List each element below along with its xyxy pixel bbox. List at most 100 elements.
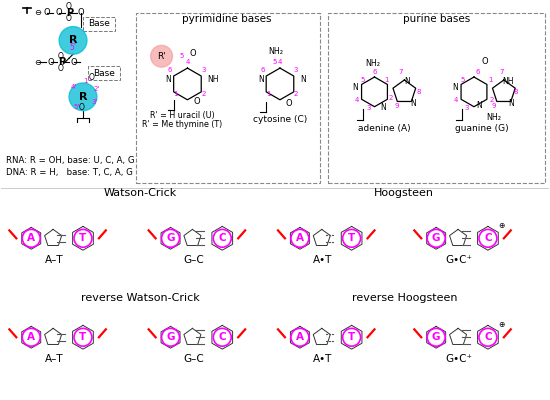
Circle shape — [23, 328, 40, 346]
Text: 3: 3 — [294, 67, 299, 73]
Text: O: O — [79, 103, 85, 112]
Text: O: O — [194, 97, 200, 106]
Text: DNA: R = H,   base: T, C, A, G: DNA: R = H, base: T, C, A, G — [7, 168, 133, 177]
Text: A: A — [28, 332, 35, 342]
Text: Watson-Crick: Watson-Crick — [104, 188, 177, 198]
Text: 4': 4' — [71, 84, 78, 90]
Text: 8: 8 — [416, 89, 421, 95]
Circle shape — [162, 328, 179, 346]
Text: P: P — [66, 8, 73, 18]
Text: 5: 5 — [272, 59, 277, 65]
Circle shape — [479, 230, 497, 247]
Text: R: R — [79, 92, 87, 102]
Text: 8: 8 — [514, 89, 518, 95]
Text: O: O — [66, 14, 72, 23]
Circle shape — [59, 26, 87, 54]
Text: A•T: A•T — [313, 255, 332, 265]
Text: O: O — [43, 8, 50, 17]
Text: N: N — [166, 75, 171, 84]
Text: N: N — [404, 77, 410, 86]
Text: P: P — [58, 57, 65, 67]
Text: G–C: G–C — [183, 354, 204, 364]
Text: T: T — [348, 233, 355, 243]
Text: R' = H uracil (U): R' = H uracil (U) — [150, 110, 215, 120]
Text: O: O — [47, 58, 54, 67]
Text: 1: 1 — [488, 77, 492, 83]
Text: T: T — [79, 233, 86, 243]
Text: 7: 7 — [398, 69, 403, 75]
Text: G: G — [432, 332, 441, 342]
Text: 5: 5 — [361, 77, 365, 83]
Circle shape — [69, 83, 97, 111]
Text: NH: NH — [207, 75, 219, 84]
Text: 4: 4 — [454, 97, 459, 103]
Text: O: O — [58, 64, 64, 73]
Text: N: N — [353, 83, 359, 92]
Text: 6: 6 — [260, 67, 265, 73]
Text: G: G — [432, 233, 441, 243]
Circle shape — [74, 328, 92, 346]
Text: NH₂: NH₂ — [365, 59, 380, 68]
Text: adenine (A): adenine (A) — [358, 124, 411, 134]
Text: C: C — [218, 332, 226, 342]
Text: 2: 2 — [490, 97, 494, 103]
Text: R' = Me thymine (T): R' = Me thymine (T) — [142, 120, 223, 130]
Text: C: C — [484, 233, 492, 243]
Text: 5: 5 — [179, 53, 184, 59]
Text: A: A — [28, 233, 35, 243]
Text: 1: 1 — [384, 77, 389, 83]
Text: O: O — [482, 57, 488, 66]
Text: 4: 4 — [185, 59, 190, 65]
Text: 9: 9 — [394, 103, 399, 109]
Circle shape — [291, 230, 309, 247]
Text: NH₂: NH₂ — [486, 112, 502, 122]
Text: G•C⁺: G•C⁺ — [446, 255, 472, 265]
Circle shape — [291, 328, 309, 346]
Circle shape — [213, 230, 231, 247]
Text: 3: 3 — [201, 67, 206, 73]
Text: NH: NH — [502, 77, 513, 86]
Text: N: N — [452, 83, 458, 92]
Text: 4: 4 — [355, 97, 359, 103]
Text: 9: 9 — [492, 103, 497, 109]
Text: 4: 4 — [278, 59, 282, 65]
Text: 1: 1 — [266, 91, 271, 97]
Text: N: N — [476, 101, 482, 110]
Text: 5': 5' — [69, 43, 76, 52]
Text: G–C: G–C — [183, 255, 204, 265]
Text: 6: 6 — [372, 69, 377, 75]
Text: 3: 3 — [464, 105, 469, 111]
Text: A–T: A–T — [45, 354, 63, 364]
Text: 7: 7 — [500, 69, 504, 75]
Text: Hoogsteen: Hoogsteen — [375, 188, 434, 198]
Circle shape — [427, 328, 445, 346]
Text: R: R — [69, 36, 78, 46]
Text: O: O — [70, 58, 76, 67]
Text: ⊖: ⊖ — [34, 58, 41, 67]
Text: 5: 5 — [460, 77, 464, 83]
Text: reverse Watson-Crick: reverse Watson-Crick — [81, 293, 200, 303]
Text: cytosine (C): cytosine (C) — [253, 114, 307, 124]
Text: pyrimidine bases: pyrimidine bases — [183, 14, 272, 24]
Text: O: O — [89, 73, 95, 82]
Text: N: N — [410, 99, 416, 108]
Text: 2: 2 — [388, 95, 393, 101]
Text: R': R' — [157, 52, 166, 61]
Text: O: O — [55, 8, 62, 17]
Text: 3': 3' — [91, 99, 97, 105]
Text: O: O — [66, 2, 72, 11]
Text: ⊕: ⊕ — [498, 222, 504, 230]
Text: C: C — [484, 332, 492, 342]
Text: 1: 1 — [173, 91, 178, 97]
Text: 2: 2 — [201, 91, 206, 97]
Text: O: O — [286, 99, 293, 108]
Circle shape — [151, 45, 173, 67]
Text: purine bases: purine bases — [403, 14, 470, 24]
Text: 5': 5' — [73, 104, 79, 110]
Text: G•C⁺: G•C⁺ — [446, 354, 472, 364]
Circle shape — [343, 328, 361, 346]
Text: 2': 2' — [94, 86, 100, 92]
Text: A–T: A–T — [45, 255, 63, 265]
Text: 6: 6 — [476, 69, 481, 75]
Text: G: G — [166, 332, 175, 342]
